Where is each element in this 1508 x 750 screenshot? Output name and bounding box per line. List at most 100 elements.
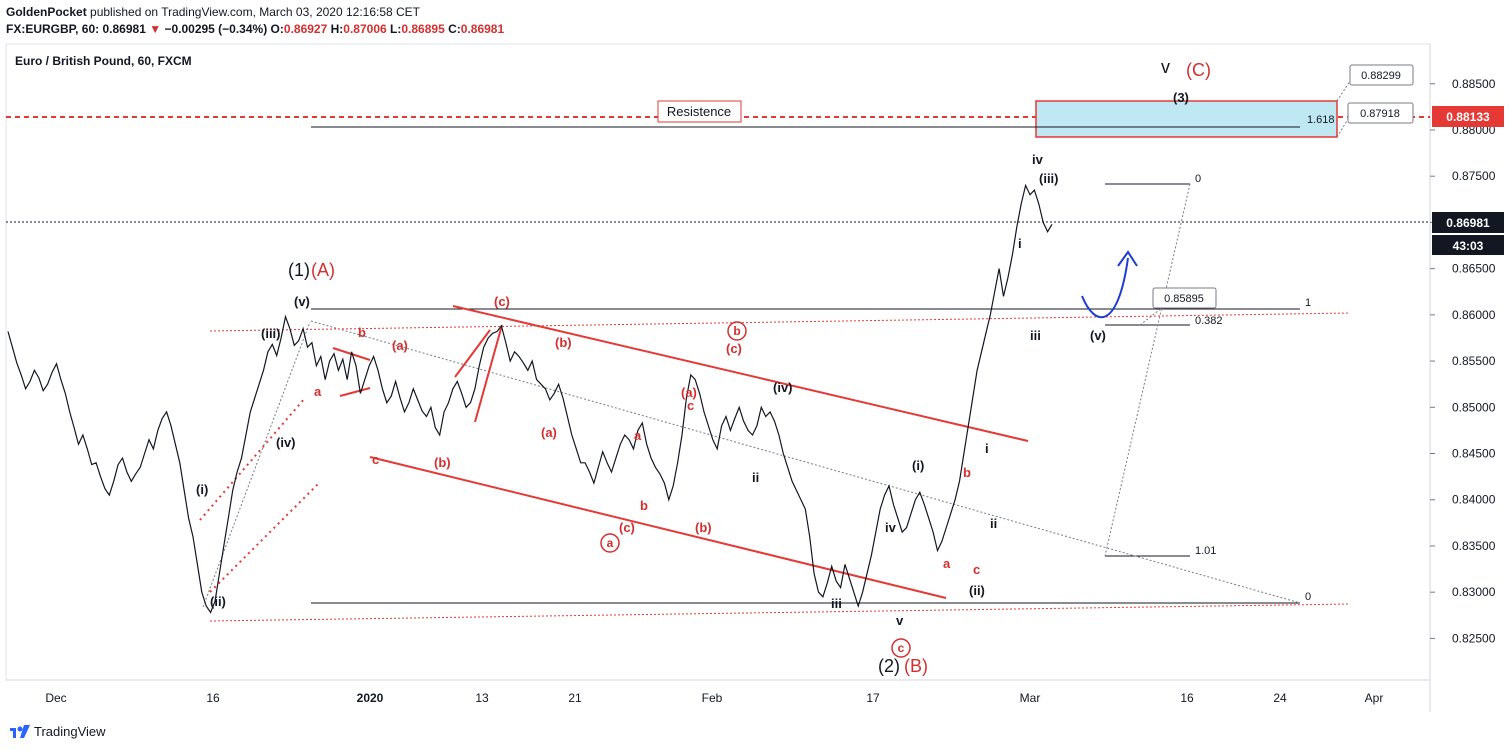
wave-label: iv — [1032, 152, 1044, 167]
symbol[interactable]: FX:EURGBP, 60 — [6, 22, 96, 36]
time-axis[interactable]: Dec 16 2020 13 21 Feb 17 Mar 16 24 Apr — [45, 691, 1383, 705]
resistance-price-text: 0.88133 — [1446, 110, 1490, 124]
wave-label-red: b — [640, 498, 648, 513]
time-tick-label: Dec — [45, 691, 66, 705]
channel-lower — [369, 456, 947, 599]
fib-label: 1.618 — [1307, 114, 1335, 126]
wave-label: (ii) — [969, 583, 985, 598]
wave-label-red: (a) — [392, 338, 408, 353]
resistance-price-badge[interactable]: 0.88133 — [1432, 106, 1504, 127]
price-tick-label: 0.84000 — [1452, 493, 1496, 507]
gray-dotted-wave — [202, 321, 311, 608]
footer: TradingView — [0, 712, 1508, 750]
publish-line: GoldenPocket published on TradingView.co… — [6, 5, 420, 19]
zone-top-label-box[interactable]: 0.88299 — [1349, 64, 1414, 86]
target-label-box[interactable]: 0.85895 — [1152, 287, 1217, 309]
red-dotted-channel-2 — [209, 483, 319, 593]
close-value: 0.86981 — [460, 22, 505, 36]
wave-label-red: (c) — [494, 294, 510, 309]
price-chart[interactable]: 0.885000.880000.875000.870000.865000.860… — [0, 0, 1508, 712]
dotted-trend-main — [310, 320, 1301, 604]
ohlc-line: FX:EURGBP, 60: 0.86981 ▼ −0.00295 (−0.34… — [6, 22, 505, 36]
price-tick-label: 0.86500 — [1452, 262, 1496, 276]
wave-label-red: (c) — [619, 520, 635, 535]
last-price: 0.86981 — [102, 22, 146, 36]
resistance-label-box[interactable]: Resistence — [657, 100, 742, 123]
wave-label-red: a — [314, 384, 322, 399]
time-tick-label: 16 — [1180, 691, 1194, 705]
circled-label-text: a — [607, 536, 614, 550]
wave-label: (2) — [878, 656, 900, 676]
price-tick-label: 0.84500 — [1452, 447, 1496, 461]
time-tick-label: 2020 — [357, 691, 384, 705]
wave-label-red: (b) — [434, 455, 451, 470]
wave-label-red: (a) — [541, 425, 557, 440]
projection-arrow-head — [1117, 250, 1138, 267]
wave-label: (i) — [196, 482, 208, 497]
fib-label: 1 — [1305, 297, 1311, 309]
down-arrow-icon: ▼ — [149, 22, 162, 36]
wedge-line-2 — [474, 324, 503, 423]
wave-label: i — [985, 441, 989, 456]
wave-label: (3) — [1173, 90, 1189, 105]
open-label: O: — [270, 22, 284, 36]
price-tick-label: 0.88500 — [1452, 77, 1496, 91]
fib-label: 0 — [1195, 173, 1201, 185]
fib-label: 0.382 — [1195, 315, 1223, 327]
plot-area[interactable] — [5, 43, 1431, 681]
wave-label-red: a — [634, 428, 642, 443]
countdown-text: 43:03 — [1453, 239, 1484, 253]
countdown-badge: 43:03 — [1432, 235, 1504, 255]
wave-label-red: (a) — [681, 385, 697, 400]
target-zone[interactable] — [1035, 100, 1338, 138]
wave-label: ii — [752, 470, 759, 485]
wave-label-red: c — [973, 562, 980, 577]
wave-label: i — [1018, 236, 1022, 251]
chart-legend[interactable]: Euro / British Pound, 60, FXCM — [15, 54, 192, 68]
wedge-line-1 — [454, 329, 491, 378]
publish-info: published on TradingView.com, March 03, … — [90, 5, 421, 19]
time-tick-label: Mar — [1020, 691, 1041, 705]
wave-label: iii — [1030, 328, 1041, 343]
time-tick-label: 17 — [866, 691, 880, 705]
tradingview-brand[interactable]: TradingView — [34, 724, 106, 739]
low-label: L: — [390, 22, 402, 36]
price-change: −0.00295 (−0.34%) — [164, 22, 268, 36]
time-tick-label: Feb — [702, 691, 723, 705]
price-tick-label: 0.87500 — [1452, 169, 1496, 183]
wave-label-red: b — [358, 325, 366, 340]
close-label: C: — [448, 22, 461, 36]
resistance-label: Resistence — [667, 104, 731, 119]
current-price-badge[interactable]: 0.86981 — [1432, 212, 1504, 233]
fib-label: 0 — [1305, 591, 1311, 603]
zone-bottom-label: 0.87918 — [1360, 108, 1400, 120]
time-tick-label: 21 — [568, 691, 582, 705]
price-series-line[interactable] — [7, 183, 1053, 614]
wave-label: (i) — [912, 458, 924, 473]
wave-label: v — [896, 613, 904, 628]
wave-label: (iv) — [276, 435, 296, 450]
wave-label: (1) — [288, 260, 310, 280]
wave-label: (iv) — [773, 380, 793, 395]
wave-label: (v) — [294, 294, 310, 309]
price-tick-label: 0.85500 — [1452, 354, 1496, 368]
zone-top-label: 0.88299 — [1361, 70, 1401, 82]
target-label: 0.85895 — [1164, 293, 1204, 305]
wave-label-red: (b) — [555, 335, 572, 350]
time-tick-label: 13 — [475, 691, 489, 705]
time-tick-label: Apr — [1365, 691, 1384, 705]
projection-arrow — [1081, 257, 1129, 319]
fib2-trend-line — [1104, 183, 1191, 557]
channel-upper — [452, 305, 1029, 442]
author-name[interactable]: GoldenPocket — [6, 5, 87, 19]
zone-bottom-label-box[interactable]: 0.87918 — [1347, 102, 1414, 124]
price-axis[interactable]: 0.885000.880000.875000.870000.865000.860… — [1430, 77, 1496, 646]
circled-label-text: c — [898, 641, 905, 655]
wave-label-red: (b) — [695, 520, 712, 535]
circled-label-c: c — [891, 638, 911, 658]
wave-label-red: (c) — [726, 341, 742, 356]
chart-header: GoldenPocket published on TradingView.co… — [0, 0, 1508, 40]
price-tick-label: 0.86000 — [1452, 308, 1496, 322]
circled-label-a: a — [600, 533, 620, 553]
wave-label: v — [1161, 57, 1170, 77]
